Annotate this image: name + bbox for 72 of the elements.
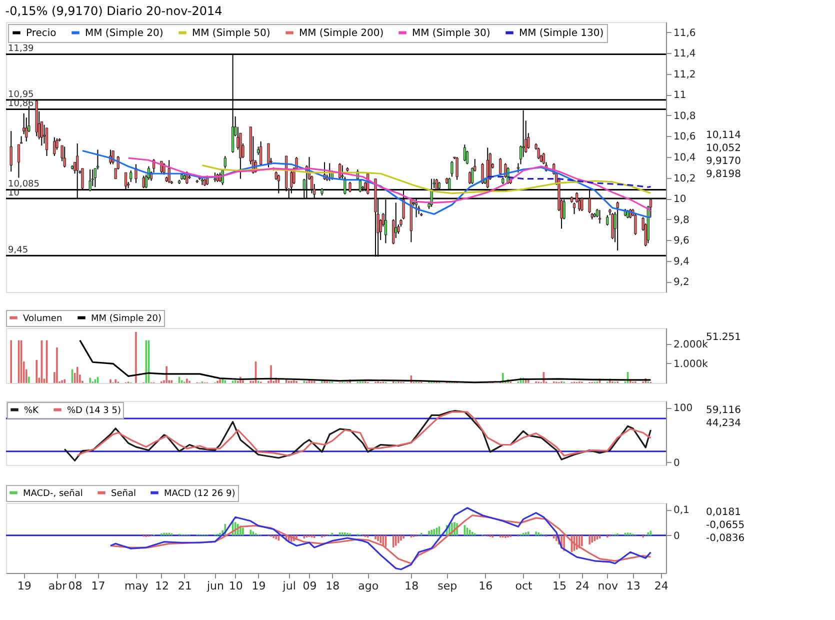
legend-label: MM (Simple 130) xyxy=(519,28,604,39)
text: 10,114 xyxy=(706,130,741,141)
legend-label: %D (14 3 5) xyxy=(67,406,121,416)
text: 59,116 xyxy=(706,405,741,416)
ref-line-label: 9,45 xyxy=(8,246,28,256)
y-tick-label: 100 xyxy=(674,403,693,414)
x-tick-label: jun xyxy=(206,580,224,592)
x-tick-label: sep xyxy=(438,580,458,592)
legend-label: MM (Simple 30) xyxy=(412,28,490,39)
legend-label: Precio xyxy=(26,28,56,39)
y-tick-label: 11,4 xyxy=(674,48,696,60)
y-tick-label: 10,2 xyxy=(674,173,696,184)
x-tick-label: jul xyxy=(282,580,296,592)
y-tick-label: 11,2 xyxy=(674,69,696,80)
x-tick-label: 24 xyxy=(575,580,590,592)
legend-label: MACD (12 26 9) xyxy=(164,488,236,499)
x-tick-label: nov xyxy=(598,580,618,592)
y-tick-label: 0 xyxy=(674,458,680,469)
y-tick-label: 10,4 xyxy=(674,152,696,164)
text: 9,9170 xyxy=(706,156,741,167)
y-tick-label: 0 xyxy=(674,530,680,542)
x-tick-label: 18 xyxy=(404,580,419,592)
y-tick-label: 1.000k xyxy=(674,358,708,370)
text: 51.251 xyxy=(706,332,741,343)
x-tick-label: 10 xyxy=(228,580,243,592)
y-tick-label: 9,8 xyxy=(674,214,690,226)
legend-label: MACD-, señal xyxy=(23,488,83,499)
text: 44,234 xyxy=(706,418,741,429)
y-tick-label: 11,6 xyxy=(674,28,696,39)
legend-label: %K xyxy=(24,406,40,416)
legend-label: Señal xyxy=(111,488,136,499)
x-tick-label: 19 xyxy=(17,580,32,592)
x-tick-label: 18 xyxy=(326,580,340,592)
x-tick-label: may xyxy=(124,580,149,592)
x-tick-label: 08 xyxy=(68,580,82,592)
y-tick-label: 10,8 xyxy=(674,110,696,122)
y-tick-label: 9,6 xyxy=(674,236,690,247)
y-tick-label: 10,6 xyxy=(674,132,696,143)
ref-line-label: 10,86 xyxy=(8,99,34,110)
x-tick-label: abr xyxy=(48,580,68,592)
legend-label: MM (Simple 50) xyxy=(192,28,270,39)
x-tick-label: 16 xyxy=(478,580,493,592)
x-tick-label: 12 xyxy=(154,580,169,592)
ref-line-label: 11,39 xyxy=(8,44,34,54)
chart-title: -0,15% (9,9170) Diario 20-nov-2014 xyxy=(5,4,222,18)
text: -0,0836 xyxy=(706,533,745,544)
legend-label: MM (Simple 20) xyxy=(91,314,162,324)
ref-line-label: 10 xyxy=(8,188,20,199)
legend-label: Volumen xyxy=(23,314,62,324)
ref-line-label: 10,95 xyxy=(8,90,34,100)
x-tick-label: 24 xyxy=(654,580,668,592)
y-tick-label: 2.000k xyxy=(674,339,708,350)
x-tick-label: oct xyxy=(515,580,534,592)
legend-label: MM (Simple 20) xyxy=(85,28,164,39)
y-tick-label: 9,4 xyxy=(674,256,690,268)
y-tick-label: 11 xyxy=(674,90,686,102)
x-tick-label: 21 xyxy=(178,580,192,592)
ref-line-label: 10,085 xyxy=(8,180,40,190)
x-tick-label: ago xyxy=(358,580,379,592)
x-tick-label: 13 xyxy=(626,580,640,592)
text: 0,0181 xyxy=(706,507,741,518)
x-tick-label: 19 xyxy=(252,580,266,592)
y-tick-label: 10 xyxy=(674,194,686,206)
x-tick-label: 17 xyxy=(91,580,106,592)
legend-label: MM (Simple 200) xyxy=(299,28,384,39)
text: -0,0655 xyxy=(706,520,745,531)
x-tick-label: 15 xyxy=(552,580,566,592)
y-tick-label: 9,2 xyxy=(674,277,690,288)
text: 9,8198 xyxy=(706,169,741,180)
y-tick-label: 0,1 xyxy=(674,505,690,516)
text: 10,052 xyxy=(706,143,741,154)
x-tick-label: 09 xyxy=(302,580,317,592)
